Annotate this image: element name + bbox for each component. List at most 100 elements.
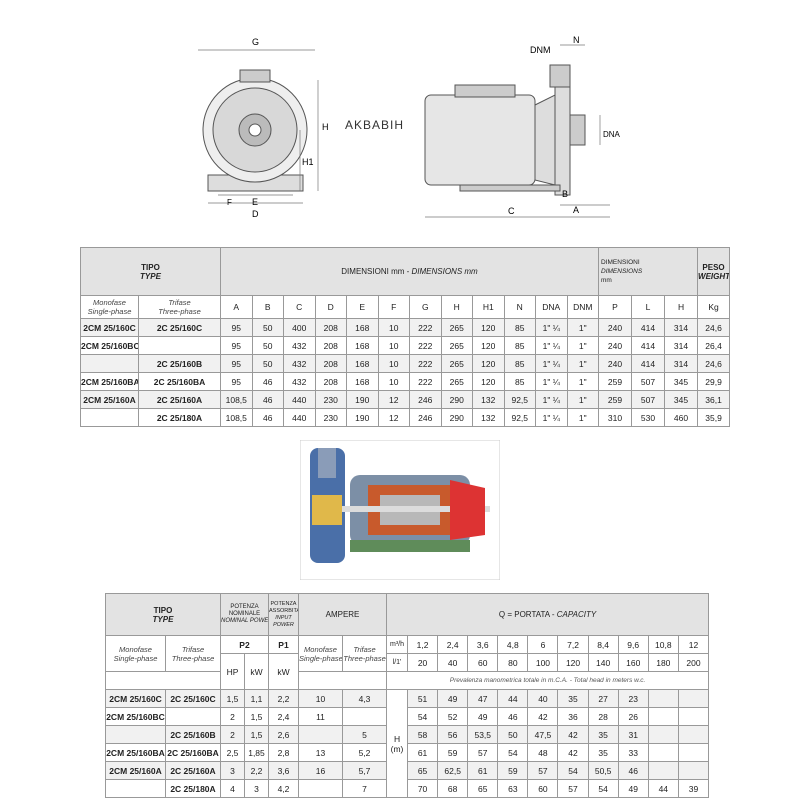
value-cell: 507 <box>631 390 666 409</box>
head-cell <box>647 689 679 708</box>
value-cell: 168 <box>346 336 379 355</box>
model-cell: 2C 25/160B <box>138 354 221 373</box>
value-cell: 95 <box>220 318 253 337</box>
label-dnm: DNM <box>530 45 551 55</box>
flow-lmin: 160 <box>617 653 649 672</box>
value-cell: 92,5 <box>503 390 536 409</box>
table-row: 2CM 25/160BC 95 50 432 208 168 10 222 265 120 85 1"… <box>80 336 731 355</box>
dimensions-table: TIPO TYPE DIMENSIONI mm - DIMENSIONS mm D… <box>80 247 731 427</box>
head-cell: 46 <box>497 707 529 726</box>
model-cell: 2C 25/180A <box>138 408 221 427</box>
value-cell: 208 <box>314 354 347 373</box>
hp-cell: 4 <box>220 779 245 798</box>
p1-cell: 2,8 <box>268 743 299 762</box>
value-cell: 246 <box>409 390 442 409</box>
hp-cell: 1,5 <box>220 689 245 708</box>
value-cell: 190 <box>346 390 379 409</box>
value-cell: 85 <box>503 336 536 355</box>
table-row: 2C 25/160B 95 50 432 208 168 10 222 265 120 85 1" ¼… <box>80 354 731 373</box>
label-f: F <box>227 198 232 207</box>
value-cell: 95 <box>220 336 253 355</box>
value-cell: 24,6 <box>697 354 731 373</box>
table-row: 2CM 25/160BC 2 1,5 2,4 11 54 52 49 46 42 36 28 26 <box>105 707 710 726</box>
flow-m3h: 1,2 <box>407 635 439 654</box>
label-b: B <box>562 189 568 199</box>
kw-cell: 1,5 <box>244 725 269 744</box>
head-cell: 26 <box>617 707 649 726</box>
label-d: D <box>252 209 259 219</box>
head-cell: 54 <box>497 743 529 762</box>
tri-cell: 2C 25/160BA <box>165 743 221 762</box>
value-cell: 345 <box>664 372 699 391</box>
hp-cell: 2 <box>220 707 245 726</box>
capacity-header-en: CAPACITY <box>556 610 597 619</box>
col-header: B <box>251 295 284 319</box>
flow-lmin: 140 <box>587 653 619 672</box>
head-cell: 54 <box>587 779 619 798</box>
value-cell: 10 <box>377 354 410 373</box>
head-cell: 28 <box>587 707 619 726</box>
value-cell: 440 <box>283 390 316 409</box>
kw-cell: 2,2 <box>244 761 269 780</box>
value-cell: 259 <box>598 372 633 391</box>
value-cell: 10 <box>377 336 410 355</box>
value-cell: 108,5 <box>220 390 253 409</box>
value-cell: 168 <box>346 318 379 337</box>
value-cell: 230 <box>314 390 347 409</box>
value-cell: 95 <box>220 354 253 373</box>
head-cell: 57 <box>467 743 499 762</box>
head-cell: 35 <box>587 725 619 744</box>
logo-watermark: AKBABIH <box>345 118 405 132</box>
head-cell: 59 <box>497 761 529 780</box>
value-cell: 46 <box>251 408 284 427</box>
label-h: H <box>322 122 329 132</box>
value-cell: 265 <box>440 318 473 337</box>
value-cell: 246 <box>409 408 442 427</box>
kw-header: kW <box>244 653 269 690</box>
pot-nom-2: NOMINALE <box>228 611 261 617</box>
value-cell: 1" <box>566 372 600 391</box>
model-cell: 2CM 25/160A <box>80 390 139 409</box>
value-cell: 120 <box>472 336 505 355</box>
value-cell: 132 <box>472 390 505 409</box>
value-cell: 230 <box>314 408 347 427</box>
value-cell: 1" <box>566 354 600 373</box>
am-cell <box>298 725 343 744</box>
flow-lmin: 100 <box>527 653 559 672</box>
value-cell: 85 <box>503 354 536 373</box>
value-cell: 414 <box>631 354 666 373</box>
col-header: H <box>440 295 473 319</box>
pot-ass-3: INPUT <box>275 614 292 621</box>
pot-nom-en: NOMINAL POWER <box>221 618 269 624</box>
value-cell: 432 <box>283 336 316 355</box>
value-cell: 1" ¼ <box>535 408 568 427</box>
value-cell: 208 <box>314 336 347 355</box>
head-cell: 39 <box>677 779 710 798</box>
unit-lmin: l/1' <box>386 653 409 672</box>
value-cell: 208 <box>314 372 347 391</box>
flow-lmin: 180 <box>647 653 679 672</box>
tipo-header: TIPO <box>141 262 160 272</box>
value-cell: 12 <box>377 408 410 427</box>
at-cell: 5,2 <box>341 743 388 762</box>
ampere-header: AMPERE <box>297 593 388 636</box>
tri-en-label: Three-phase <box>158 307 201 316</box>
head-cell: 27 <box>587 689 619 708</box>
performance-table: TIPO TYPE POTENZA NOMINALE NOMINAL POWER PO… <box>105 593 710 798</box>
col-header: L <box>631 295 666 319</box>
value-cell: 12 <box>377 390 410 409</box>
flow-m3h: 9,6 <box>617 635 649 654</box>
value-cell: 1" ¼ <box>535 372 568 391</box>
head-cell: 40 <box>527 689 559 708</box>
head-cell: 50 <box>497 725 529 744</box>
value-cell: 265 <box>440 336 473 355</box>
table-row: 2CM 25/160C 2C 25/160C 95 50 400 208 168 10 222 2… <box>80 318 731 337</box>
col-header: A <box>220 295 253 319</box>
label-g: G <box>252 37 259 47</box>
flow-m3h: 2,4 <box>437 635 469 654</box>
value-cell: 314 <box>664 318 699 337</box>
col-header: D <box>314 295 347 319</box>
tri-label-2: Trifase <box>181 644 205 654</box>
value-cell: 208 <box>314 318 347 337</box>
value-cell: 314 <box>664 354 699 373</box>
